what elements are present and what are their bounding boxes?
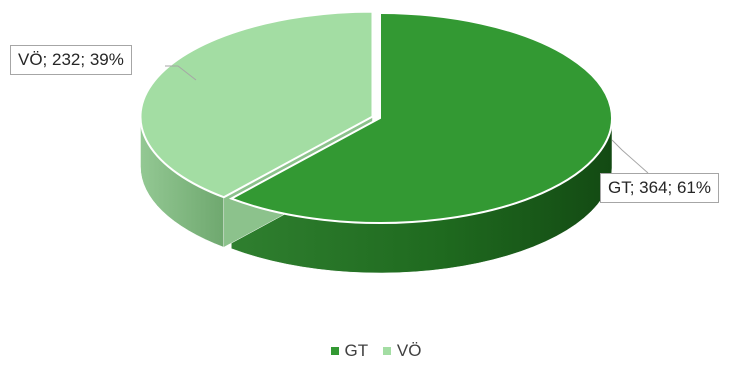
legend-item-vo: VÖ [382, 341, 422, 361]
leader-lines [165, 65, 649, 174]
pie-slices [139, 10, 613, 274]
pie-slice-gt [228, 11, 613, 224]
legend-swatch-gt [330, 347, 339, 355]
leader-line-vo [165, 65, 197, 81]
legend: GT VÖ [0, 340, 752, 361]
legend-label-gt: GT [344, 341, 369, 360]
data-label-vo: VÖ; 232; 39% [10, 45, 132, 75]
data-label-gt: GT; 364; 61% [600, 173, 720, 203]
legend-item-gt: GT [330, 341, 369, 361]
leader-line-gt [611, 139, 649, 174]
pie-slice-v [139, 10, 374, 199]
legend-swatch-vo [382, 347, 391, 355]
legend-label-vo: VÖ [396, 341, 422, 360]
